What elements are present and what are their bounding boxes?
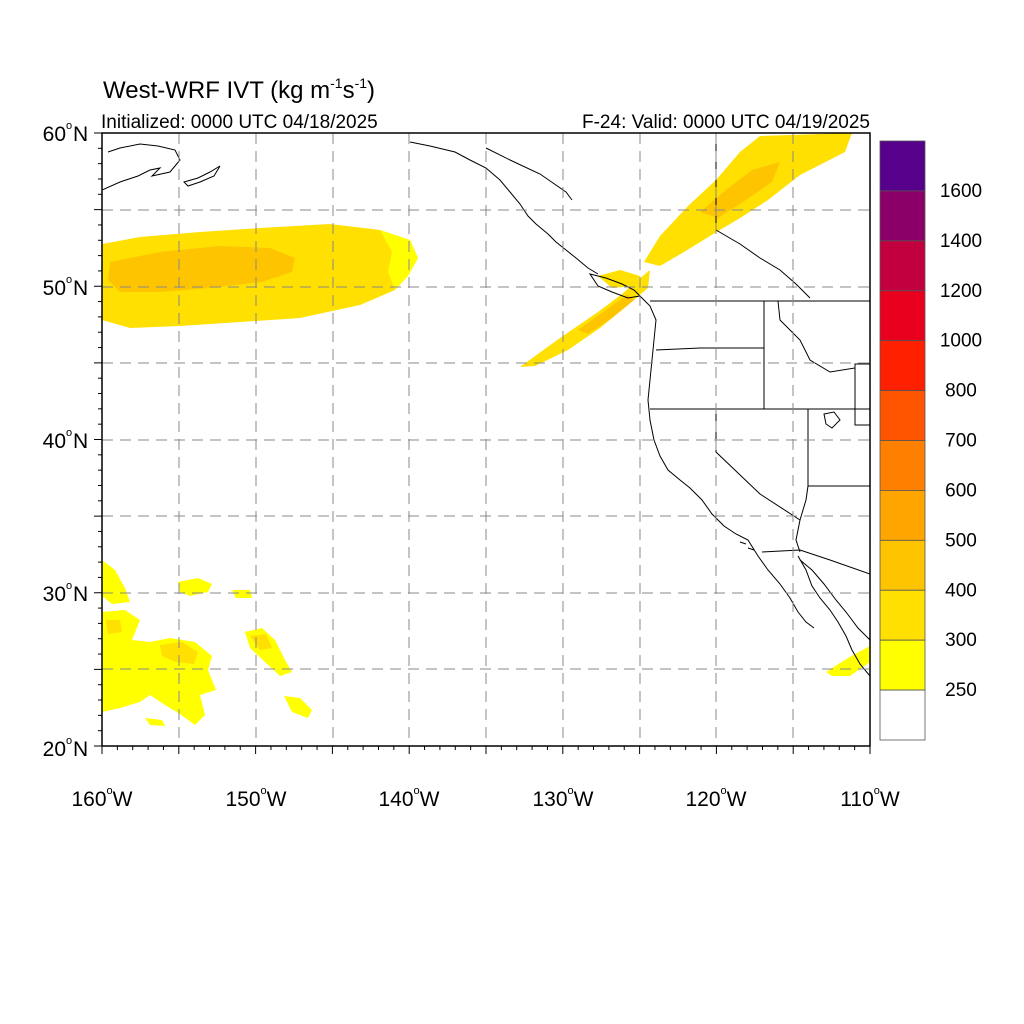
montana-border — [854, 364, 870, 426]
colorbar-label: 1200 — [940, 281, 982, 302]
lat-suffix-20: N — [73, 738, 88, 761]
map-title: West-WRF IVT (kg m-1s-1) — [103, 75, 375, 104]
lon-label-110: 110oW — [840, 785, 900, 811]
colorbar-swatch — [879, 290, 926, 342]
colorbar-swatch — [879, 240, 926, 292]
colorbar-swatch — [879, 340, 926, 391]
us-mexico-border — [761, 549, 870, 575]
alaska-peninsula — [183, 165, 221, 187]
valid-label: F-24: Valid: 0000 UTC 04/19/2025 — [582, 112, 870, 133]
lon-label-150: 150oW — [226, 785, 287, 811]
lat-label-20: 20 — [43, 738, 66, 761]
mainland-mexico-coast — [799, 559, 870, 641]
lat-suffix-50: N — [73, 277, 88, 300]
colorbar-swatch — [879, 539, 926, 591]
lat-label-50: 50 — [43, 277, 66, 300]
colorbar-swatch — [879, 390, 926, 441]
colorbar-swatch — [879, 689, 926, 741]
arizona-border — [795, 485, 809, 553]
alaska-coast — [102, 143, 181, 191]
colorbar-swatch — [879, 440, 926, 491]
lat-degree-20: o — [66, 735, 72, 747]
colorbar-swatch — [879, 490, 926, 541]
baja-peninsula — [797, 555, 870, 677]
colorbar-label: 500 — [945, 530, 977, 551]
ivt-field-baja-streak — [826, 646, 870, 676]
lon-label-120: 120oW — [686, 785, 747, 811]
initialized-label: Initialized: 0000 UTC 04/18/2025 — [101, 112, 378, 133]
ivt-field-subtropical-patches — [102, 560, 312, 726]
oregon-north-border — [655, 347, 764, 351]
colorbar-label: 300 — [945, 630, 977, 651]
ivt-field-canada-core — [700, 162, 780, 218]
lon-label-160: 160oW — [72, 785, 133, 811]
lat-suffix-60: N — [73, 123, 88, 146]
colorbar-label: 700 — [945, 431, 977, 452]
lat-label-30: 30 — [43, 583, 66, 606]
nevada-border — [715, 409, 801, 521]
axis-ticks — [94, 132, 871, 754]
ivt-shading — [102, 133, 870, 726]
colorbar-label: 600 — [945, 480, 977, 501]
lat-degree-30: o — [66, 580, 72, 592]
colorbar-label: 250 — [945, 680, 977, 701]
colorbar-swatch — [879, 639, 926, 691]
west-coast — [639, 295, 815, 629]
lat-degree-40: o — [66, 427, 72, 439]
lat-label-60: 60 — [43, 123, 66, 146]
colorbar-label: 1600 — [940, 181, 982, 202]
lon-label-140: 140oW — [379, 785, 440, 811]
lat-degree-60: o — [66, 120, 72, 132]
lat-degree-50: o — [66, 274, 72, 286]
map-panel — [94, 132, 871, 754]
ivt-field-canada-plume — [644, 133, 852, 266]
longitude-labels: 160oW 150oW 140oW 130oW 120oW 110oW — [72, 785, 900, 811]
ivt-field-pnw-river-core — [578, 294, 634, 334]
alaska-bc-border — [485, 147, 573, 201]
colorbar: 1600 1400 1200 1000 800 700 600 500 400 300 250 — [879, 140, 982, 741]
bc-coast-mountains — [715, 229, 811, 299]
colorbar-swatch — [879, 589, 926, 641]
colorbar-label: 400 — [945, 580, 977, 601]
ivt-field-canada-bridge — [598, 270, 640, 288]
lon-label-130: 130oW — [533, 785, 594, 811]
lat-label-40: 40 — [43, 430, 66, 453]
great-salt-lake — [823, 411, 841, 429]
ivt-field-north-pacific-core — [108, 246, 295, 292]
lat-suffix-40: N — [73, 430, 88, 453]
lat-suffix-30: N — [73, 583, 88, 606]
latitude-labels: 60 o N 50 o N 40 o N 30 o N 20 o N — [43, 120, 89, 761]
colorbar-swatch — [879, 190, 926, 242]
colorbar-label: 800 — [945, 381, 977, 402]
colorbar-label: 1000 — [940, 331, 982, 352]
alaska-panhandle-coast — [409, 141, 599, 275]
idaho-east-border — [777, 300, 870, 373]
colorbar-swatch — [879, 140, 926, 192]
gridlines — [102, 133, 870, 746]
channel-islands — [739, 541, 755, 551]
colorbar-label: 1400 — [940, 231, 982, 252]
